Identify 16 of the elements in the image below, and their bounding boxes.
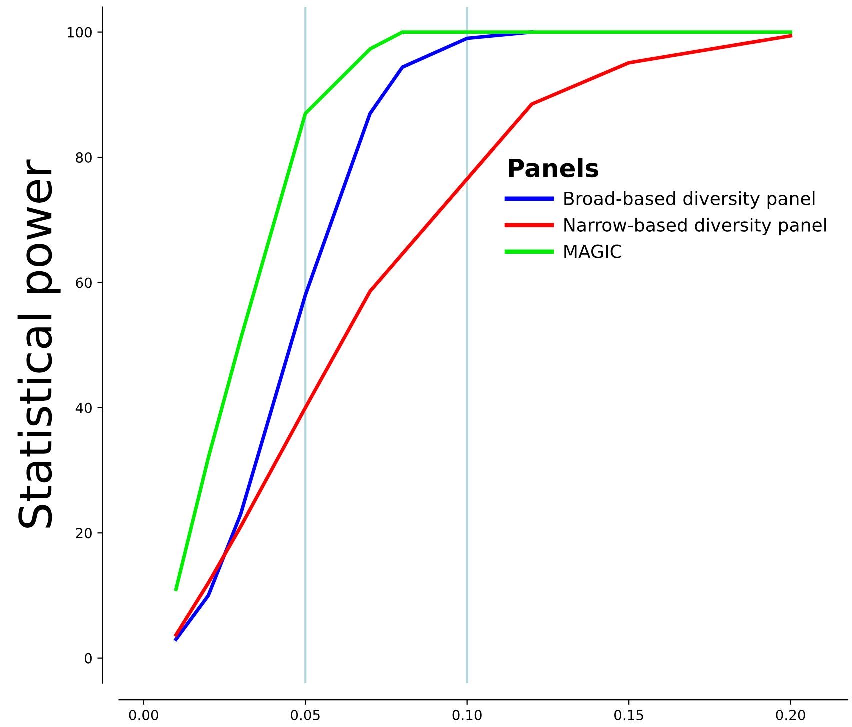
x-tick-label: 0.20 (776, 710, 806, 721)
x-tick-label: 0.10 (452, 710, 482, 721)
y-tick-label: 60 (76, 278, 92, 288)
legend-label: Narrow-based diversity panel (564, 218, 826, 236)
y-tick-label: 0 (84, 653, 92, 664)
x-tick-label: 0.15 (614, 710, 644, 721)
x-tick-label: 0.05 (291, 710, 320, 721)
legend-title: Panels (509, 158, 598, 178)
y-tick-label: 40 (76, 402, 92, 414)
y-tick-label: 20 (76, 528, 92, 539)
legend-label: MAGIC (564, 244, 622, 258)
y-tick-label: 100 (68, 27, 92, 38)
y-axis-title: Statistical power (18, 160, 61, 528)
legend-label: Broad-based diversity panel (564, 191, 815, 209)
y-tick-label: 80 (76, 152, 92, 163)
x-tick-label: 0.00 (129, 710, 158, 721)
